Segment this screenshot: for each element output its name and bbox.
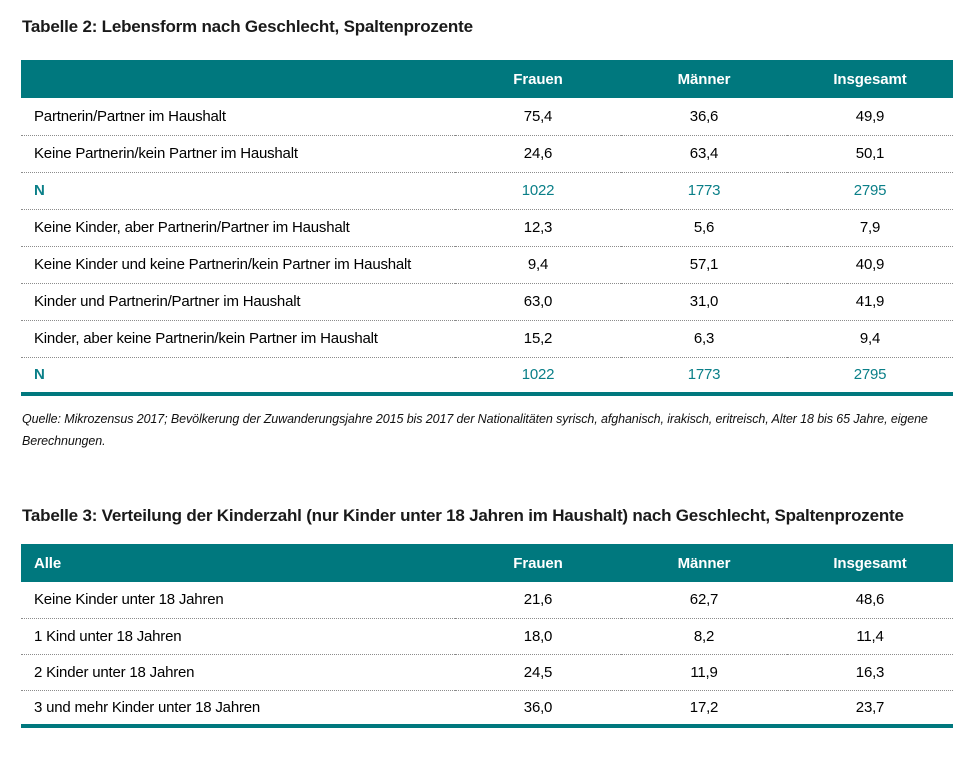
cell-frauen: 75,4	[455, 98, 621, 136]
cell-maenner: 11,9	[621, 654, 787, 691]
cell-frauen: 1022	[455, 172, 621, 210]
row-label: Kinder und Partnerin/Partner im Haushalt	[21, 283, 455, 321]
cell-maenner: 36,6	[621, 98, 787, 136]
table2-header-frauen: Frauen	[455, 60, 621, 98]
cell-frauen: 36,0	[523, 698, 553, 716]
table-row: 1 Kind unter 18 Jahren 18,0 8,2 11,4	[21, 618, 953, 655]
table2: Frauen Männer Insgesamt Partnerin/Partne…	[21, 60, 953, 396]
cell-insgesamt: 50,1	[787, 135, 953, 173]
row-label: Keine Kinder, aber Partnerin/Partner im …	[21, 209, 455, 247]
cell-maenner: 63,4	[621, 135, 787, 173]
cell-insgesamt: 11,4	[787, 618, 953, 655]
row-label: N	[34, 366, 45, 384]
table-row: Keine Kinder, aber Partnerin/Partner im …	[21, 209, 953, 247]
cell-frauen: 21,6	[455, 582, 621, 619]
table3-header-alle: Alle	[21, 544, 455, 582]
cell-insgesamt: 7,9	[787, 209, 953, 247]
row-label: Keine Kinder und keine Partnerin/kein Pa…	[21, 246, 455, 284]
cell-insgesamt: 9,4	[787, 320, 953, 358]
cell-maenner: 8,2	[621, 618, 787, 655]
table3-header-frauen: Frauen	[455, 544, 621, 582]
cell-maenner: 62,7	[621, 582, 787, 619]
cell-maenner: 17,2	[689, 698, 719, 716]
table-row: 2 Kinder unter 18 Jahren 24,5 11,9 16,3	[21, 654, 953, 691]
cell-frauen: 15,2	[455, 320, 621, 358]
row-label: 3 und mehr Kinder unter 18 Jahren	[34, 698, 261, 716]
cell-frauen: 1022	[521, 366, 555, 384]
table3-header-row: Alle Frauen Männer Insgesamt	[21, 544, 953, 582]
cell-insgesamt: 16,3	[787, 654, 953, 691]
cell-maenner: 5,6	[621, 209, 787, 247]
table-row-n: N 1022 1773 2795	[21, 172, 953, 210]
table-row: Kinder, aber keine Partnerin/kein Partne…	[21, 320, 953, 358]
row-label: 2 Kinder unter 18 Jahren	[21, 654, 455, 691]
table-row: Keine Partnerin/kein Partner im Haushalt…	[21, 135, 953, 173]
report-page: Tabelle 2: Lebensform nach Geschlecht, S…	[21, 17, 953, 728]
cell-insgesamt: 2795	[787, 172, 953, 210]
row-label: N	[21, 172, 455, 210]
table2-header-maenner: Männer	[621, 60, 787, 98]
cell-insgesamt: 49,9	[787, 98, 953, 136]
cell-frauen: 63,0	[455, 283, 621, 321]
cell-frauen: 24,6	[455, 135, 621, 173]
table3-header-insgesamt: Insgesamt	[787, 544, 953, 582]
table3: Alle Frauen Männer Insgesamt Keine Kinde…	[21, 544, 953, 728]
table-row: 3 und mehr Kinder unter 18 Jahren 36,0 1…	[21, 690, 953, 726]
table-row: Kinder und Partnerin/Partner im Haushalt…	[21, 283, 953, 321]
cell-frauen: 24,5	[455, 654, 621, 691]
table2-header-row: Frauen Männer Insgesamt	[21, 60, 953, 98]
cell-insgesamt: 40,9	[787, 246, 953, 284]
table2-header-label	[21, 60, 455, 98]
table-row: Keine Kinder unter 18 Jahren 21,6 62,7 4…	[21, 582, 953, 619]
table2-header-insgesamt: Insgesamt	[787, 60, 953, 98]
cell-insgesamt: 2795	[853, 366, 887, 384]
table2-title: Tabelle 2: Lebensform nach Geschlecht, S…	[22, 17, 473, 36]
row-label: Keine Partnerin/kein Partner im Haushalt	[21, 135, 455, 173]
table3-title: Tabelle 3: Verteilung der Kinderzahl (nu…	[22, 506, 904, 525]
cell-insgesamt: 23,7	[855, 698, 885, 716]
row-label: Keine Kinder unter 18 Jahren	[21, 582, 455, 619]
cell-maenner: 31,0	[621, 283, 787, 321]
source-note: Quelle: Mikrozensus 2017; Bevölkerung de…	[22, 412, 928, 448]
cell-insgesamt: 41,9	[787, 283, 953, 321]
cell-insgesamt: 48,6	[787, 582, 953, 619]
table-row: Keine Kinder und keine Partnerin/kein Pa…	[21, 246, 953, 284]
cell-maenner: 57,1	[621, 246, 787, 284]
row-label: Kinder, aber keine Partnerin/kein Partne…	[21, 320, 455, 358]
cell-maenner: 1773	[687, 366, 721, 384]
table3-header-maenner: Männer	[621, 544, 787, 582]
row-label: Partnerin/Partner im Haushalt	[21, 98, 455, 136]
cell-frauen: 9,4	[455, 246, 621, 284]
table-row-n: N 1022 1773 2795	[21, 357, 953, 394]
cell-frauen: 12,3	[455, 209, 621, 247]
row-label: 1 Kind unter 18 Jahren	[21, 618, 455, 655]
cell-maenner: 1773	[621, 172, 787, 210]
cell-maenner: 6,3	[621, 320, 787, 358]
table-row: Partnerin/Partner im Haushalt 75,4 36,6 …	[21, 98, 953, 136]
cell-frauen: 18,0	[455, 618, 621, 655]
